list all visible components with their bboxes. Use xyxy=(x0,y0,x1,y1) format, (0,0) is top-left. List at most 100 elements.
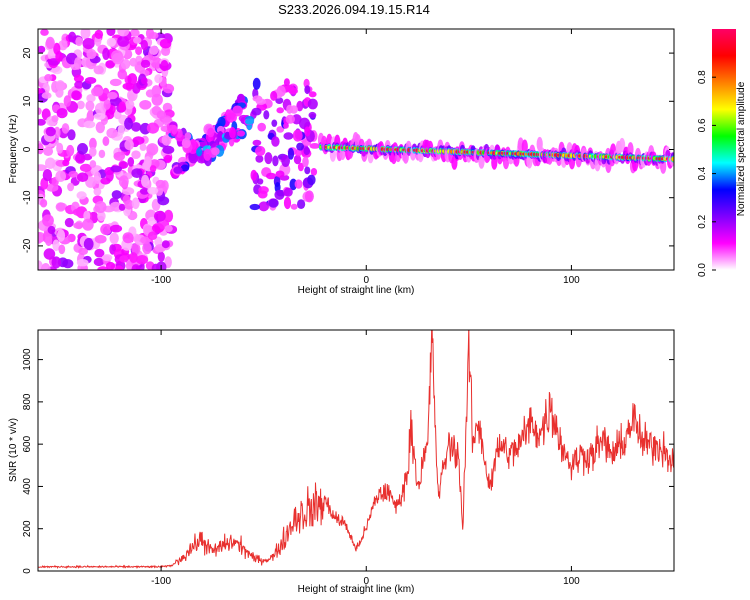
spectrogram-scattered-noise-cell xyxy=(45,157,56,169)
spectrogram-scattered-noise-cell xyxy=(135,46,143,55)
spectrogram-scattered-noise-cell xyxy=(91,86,104,97)
spectrogram-scattered-noise-cell xyxy=(89,146,97,157)
spectrogram-scattered-noise-cell xyxy=(38,107,42,115)
spectrogram-scattered-noise-cell xyxy=(62,159,70,167)
spectrogram-scattered-noise-cell xyxy=(83,120,96,129)
spectrogram-scattered-noise-cell xyxy=(124,139,134,151)
spectrogram-x-tick-label: 0 xyxy=(363,275,369,286)
spectrogram-scattered-noise-cell xyxy=(117,69,128,80)
spectrogram-falling-branch-cell xyxy=(184,132,192,141)
spectrogram-scattered-noise-cell xyxy=(94,248,105,258)
spectrogram-late-burst-cell xyxy=(257,190,268,199)
spectrogram-scattered-noise-cell xyxy=(131,264,141,270)
spectrogram-late-burst-cell xyxy=(287,147,295,160)
spectrogram-scattered-noise-cell xyxy=(86,48,97,60)
spectrogram-scattered-noise-cell xyxy=(133,36,142,44)
spectrogram-falling-branch-cell xyxy=(175,128,183,138)
spectrogram-scattered-noise-cell xyxy=(151,263,160,270)
spectrogram-late-burst-cell xyxy=(281,154,290,167)
colorbar-tick-label: 0.4 xyxy=(697,166,708,180)
spectrogram-y-tick-label: 0 xyxy=(22,146,33,152)
spectrogram-scattered-noise-cell xyxy=(38,164,47,171)
spectrogram-scattered-noise-cell xyxy=(73,74,84,83)
spectrogram-late-burst-cell xyxy=(272,155,279,167)
spectrogram-scattered-noise-cell xyxy=(78,247,88,255)
spectrogram-scattered-noise-cell xyxy=(75,36,83,47)
spectrogram-scattered-noise-cell xyxy=(76,191,87,200)
spectrogram-scattered-noise-cell xyxy=(83,237,94,251)
snr-x-label: Height of straight line (km) xyxy=(298,584,415,595)
spectrogram-late-burst-cell xyxy=(258,201,270,212)
spectrogram-late-burst-cell xyxy=(289,105,298,114)
spectrogram-scattered-noise-cell xyxy=(157,251,165,262)
snr-series-line xyxy=(38,330,674,570)
spectrogram-scattered-noise-cell xyxy=(111,52,124,65)
spectrogram-scattered-noise-cell xyxy=(147,187,159,195)
spectrogram-scattered-noise-cell xyxy=(161,240,170,249)
spectrogram-late-burst-cell xyxy=(296,100,304,112)
spectrogram-y-label: Frequency (Hz) xyxy=(8,115,19,184)
snr-y-tick-label: 600 xyxy=(22,435,33,452)
snr-y-tick-label: 800 xyxy=(22,393,33,410)
spectrogram-late-burst-cell xyxy=(263,110,270,120)
spectrogram-scattered-noise-cell xyxy=(106,29,116,37)
spectrogram-late-burst-cell xyxy=(266,172,277,180)
spectrogram-scattered-noise-cell xyxy=(124,199,134,210)
colorbar: 0.0 0.2 0.4 0.6 0.8 Normalized spectral ampl… xyxy=(697,29,747,277)
spectrogram-scattered-noise-cell xyxy=(89,137,97,150)
spectrogram-scattered-noise-cell xyxy=(93,112,106,120)
spectrogram-late-burst-cell xyxy=(264,152,273,165)
spectrogram-scattered-noise-cell xyxy=(93,65,104,75)
spectrogram-late-burst-cell xyxy=(294,179,303,189)
spectrogram-scattered-noise-cell xyxy=(110,165,122,173)
spectrogram-late-burst-cell xyxy=(290,203,298,210)
spectrogram-late-burst-cell xyxy=(295,148,302,157)
spectrogram-late-burst-cell xyxy=(304,126,311,137)
spectrogram-scattered-noise-cell xyxy=(85,100,95,112)
spectrogram-scattered-noise-cell xyxy=(95,121,106,134)
spectrogram-scattered-noise-cell xyxy=(106,127,118,139)
spectrogram-scattered-noise-cell xyxy=(155,179,166,189)
spectrogram-late-burst-cell xyxy=(276,107,285,114)
spectrogram-scattered-noise-cell xyxy=(156,110,166,120)
spectrogram-late-burst-cell xyxy=(285,84,295,92)
spectrogram-steady-tone-cell xyxy=(627,142,634,157)
spectrogram-late-burst-cell xyxy=(289,178,298,191)
spectrogram-scattered-noise-cell xyxy=(93,187,102,196)
spectrogram-scattered-noise-cell xyxy=(164,225,173,233)
snr-y-label: SNR (10 * v/v) xyxy=(8,418,19,482)
spectrogram-scattered-noise-cell xyxy=(151,93,163,106)
spectrogram-x-ticks: -100 0 100 xyxy=(151,29,580,286)
spectrogram-x-label: Height of straight line (km) xyxy=(298,285,415,296)
spectrogram-late-burst-cell xyxy=(270,90,278,101)
spectrogram-scattered-noise-cell xyxy=(41,92,52,99)
spectrogram-late-burst-cell xyxy=(283,78,290,87)
spectrogram-falling-branch-cell xyxy=(211,147,220,156)
spectrogram-scattered-noise-cell xyxy=(58,40,68,51)
spectrogram-falling-branch-cell xyxy=(236,130,245,137)
spectrogram-scattered-noise-cell xyxy=(93,257,105,267)
spectrogram-scattered-noise-cell xyxy=(118,203,126,211)
spectrogram-scattered-noise-cell xyxy=(141,77,148,85)
spectrogram-late-burst-cell xyxy=(252,139,262,146)
spectrogram-scattered-noise-cell xyxy=(67,182,75,192)
spectrogram-scattered-noise-cell xyxy=(85,176,96,188)
spectrogram-late-burst-cell xyxy=(283,196,292,210)
spectrogram-late-burst-cell xyxy=(308,111,317,119)
spectrogram-scattered-noise-cell xyxy=(83,210,91,222)
spectrogram-falling-branch-cell xyxy=(203,148,212,161)
spectrogram-scattered-noise-cell xyxy=(44,74,53,82)
spectrogram-scattered-noise-cell xyxy=(147,216,157,226)
spectrogram-y-tick-label: 20 xyxy=(22,47,33,59)
spectrogram-scattered-noise-cell xyxy=(55,170,66,182)
spectrogram-scattered-noise-cell xyxy=(94,234,107,244)
spectrogram-scattered-noise-cell xyxy=(159,38,172,49)
spectrogram-scattered-noise-cell xyxy=(56,142,64,154)
spectrogram-scattered-noise-cell xyxy=(38,143,44,155)
spectrogram-y-ticks: -20 -10 0 10 20 xyxy=(22,47,674,253)
spectrogram-scattered-noise-cell xyxy=(111,190,122,200)
snr-y-tick-label: 0 xyxy=(22,568,33,574)
spectrogram-scattered-noise-cell xyxy=(42,169,53,182)
spectrogram-scattered-noise-cell xyxy=(162,83,175,94)
spectrogram-scattered-noise-cell xyxy=(68,170,78,178)
